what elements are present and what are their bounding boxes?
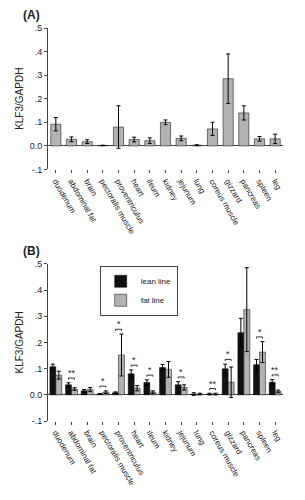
svg-text:leg: leg bbox=[270, 178, 283, 192]
svg-text:proventriculus: proventriculus bbox=[113, 178, 146, 226]
svg-text:lung: lung bbox=[192, 429, 207, 447]
svg-text:-.1: -.1 bbox=[32, 165, 43, 175]
svg-text:*: * bbox=[101, 376, 105, 386]
svg-text:-.1: -.1 bbox=[32, 416, 43, 426]
svg-text:KLF3/GAPDH: KLF3/GAPDH bbox=[14, 68, 25, 130]
svg-text:.1: .1 bbox=[35, 117, 43, 127]
svg-text:(A): (A) bbox=[23, 8, 40, 22]
svg-text:*: * bbox=[258, 327, 262, 337]
svg-text:.4: .4 bbox=[35, 285, 43, 295]
svg-text:*: * bbox=[148, 365, 152, 375]
svg-text:.5: .5 bbox=[35, 259, 43, 269]
svg-text:.2: .2 bbox=[35, 338, 43, 348]
svg-text:brain: brain bbox=[82, 178, 99, 198]
svg-text:pectoralis muscle: pectoralis muscle bbox=[98, 429, 137, 487]
svg-text:lung: lung bbox=[192, 178, 207, 196]
svg-text:brain: brain bbox=[82, 429, 99, 449]
svg-text:(B): (B) bbox=[23, 244, 40, 258]
svg-text:**: ** bbox=[271, 365, 279, 375]
svg-text:proventriculus: proventriculus bbox=[113, 429, 146, 477]
svg-text:duodenum: duodenum bbox=[51, 429, 78, 467]
svg-text:.3: .3 bbox=[35, 70, 43, 80]
svg-text:abdominal fat: abdominal fat bbox=[66, 429, 98, 476]
svg-text:kidney: kidney bbox=[160, 429, 179, 454]
svg-text:*: * bbox=[132, 355, 136, 365]
svg-text:gizzard: gizzard bbox=[223, 178, 244, 205]
svg-text:leg: leg bbox=[270, 429, 283, 443]
svg-text:fat line: fat line bbox=[141, 296, 165, 305]
svg-text:.5: .5 bbox=[35, 23, 43, 33]
svg-text:**: ** bbox=[68, 368, 76, 378]
svg-text:0.0: 0.0 bbox=[30, 141, 43, 151]
svg-text:.2: .2 bbox=[35, 94, 43, 104]
svg-text:**: ** bbox=[209, 379, 217, 389]
svg-text:spleen: spleen bbox=[254, 429, 274, 454]
svg-text:.1: .1 bbox=[35, 364, 43, 374]
svg-text:ileum: ileum bbox=[145, 178, 163, 199]
svg-text:kidney: kidney bbox=[160, 178, 179, 203]
svg-text:*: * bbox=[117, 319, 121, 329]
svg-text:heart: heart bbox=[129, 178, 146, 199]
svg-text:jejunum: jejunum bbox=[175, 177, 197, 207]
svg-text:heart: heart bbox=[129, 429, 146, 450]
svg-text:*: * bbox=[179, 367, 183, 377]
svg-text:KLF3/GAPDH: KLF3/GAPDH bbox=[14, 311, 25, 373]
svg-text:pancreas: pancreas bbox=[239, 429, 263, 462]
svg-text:abdominal fat: abdominal fat bbox=[66, 178, 98, 225]
svg-text:coreus muscle: coreus muscle bbox=[207, 178, 241, 228]
svg-text:.4: .4 bbox=[35, 47, 43, 57]
svg-text:*: * bbox=[226, 349, 230, 359]
svg-text:jejunum: jejunum bbox=[175, 428, 197, 458]
svg-text:lean line: lean line bbox=[141, 277, 171, 286]
svg-text:.3: .3 bbox=[35, 311, 43, 321]
svg-text:spleen: spleen bbox=[254, 178, 274, 203]
svg-text:pancreas: pancreas bbox=[239, 178, 263, 211]
svg-text:duodenum: duodenum bbox=[51, 178, 78, 216]
svg-text:coreus muscle: coreus muscle bbox=[207, 429, 241, 479]
svg-text:ileum: ileum bbox=[145, 429, 163, 450]
svg-text:gizzard: gizzard bbox=[223, 429, 244, 456]
svg-text:0.0: 0.0 bbox=[30, 390, 43, 400]
svg-text:pectoralis muscle: pectoralis muscle bbox=[98, 178, 137, 236]
